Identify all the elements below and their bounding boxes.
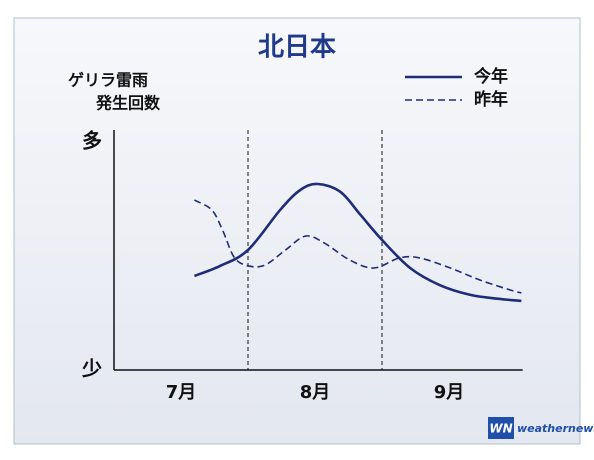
panel xyxy=(13,17,581,445)
y-tick-label: 多 xyxy=(82,129,102,153)
x-tick-label: 9月 xyxy=(434,382,465,403)
y-label: ゲリラ雷雨 xyxy=(68,71,148,90)
series-line xyxy=(193,182,522,303)
x-tick-label: 8月 xyxy=(300,382,331,403)
y-label: 発生回数 xyxy=(95,94,161,113)
logo-text: weathernews xyxy=(517,422,594,435)
x-tick-label: 7月 xyxy=(166,382,197,403)
legend-label: 今年 xyxy=(474,66,508,87)
logo: WN weathernews xyxy=(488,417,594,439)
series-line xyxy=(194,199,522,294)
legend-label: 昨年 xyxy=(474,89,508,110)
y-tick-label: 少 xyxy=(81,357,102,381)
chart-title: 北日本 xyxy=(258,33,336,63)
logo-mark: WN xyxy=(489,422,512,436)
logo-mark-box xyxy=(488,417,514,439)
